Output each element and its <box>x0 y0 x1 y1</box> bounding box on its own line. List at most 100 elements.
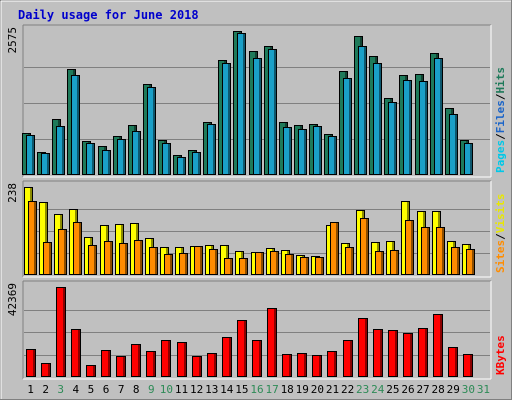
bar-sites-day-28 <box>436 227 445 275</box>
bar-fill <box>451 247 460 275</box>
x-tick-label-day-1: 1 <box>27 383 34 396</box>
axis-label-sites: Sites <box>494 240 507 273</box>
bar-shade <box>245 259 247 274</box>
x-tick-label-day-31: 31 <box>477 383 490 396</box>
bar-files-day-24 <box>373 63 382 175</box>
bar-fill <box>73 222 82 275</box>
bar-fill <box>28 201 37 275</box>
bar-shade <box>321 258 323 274</box>
bar-fill <box>237 33 246 175</box>
bar-shade <box>276 252 278 274</box>
bar-shade <box>34 202 36 274</box>
bar-fill <box>327 351 337 377</box>
bar-sites-day-24 <box>375 251 384 275</box>
bar-sites-day-16 <box>255 252 264 275</box>
bar-shade <box>215 250 217 274</box>
bar-fill <box>433 314 443 377</box>
bar-sites-day-30 <box>466 249 475 275</box>
bar-fill <box>41 153 50 175</box>
y-axis-max-label: 42369 <box>6 283 19 316</box>
bar-fill <box>26 135 35 175</box>
bar-shade <box>138 345 140 376</box>
bar-shade <box>110 242 112 274</box>
bar-shade <box>185 254 187 274</box>
bar-shade <box>440 59 442 174</box>
bar-shade <box>228 64 230 174</box>
bar-kbytes-day-10 <box>161 340 171 377</box>
panel-kbytes: 42369 KBytes <box>6 280 507 380</box>
bar-files-day-9 <box>147 87 156 175</box>
bar-kbytes-day-1 <box>26 349 36 377</box>
bar-files-day-21 <box>328 136 337 175</box>
bar-fill <box>449 114 458 175</box>
bar-fill <box>177 342 187 377</box>
x-tick-label-day-28: 28 <box>432 383 445 396</box>
bar-shade <box>409 81 411 174</box>
bar-kbytes-day-5 <box>86 365 96 377</box>
y-axis-series-label: Pages/Files/Hits <box>494 67 507 173</box>
axis-label-files: Files <box>494 100 507 133</box>
bar-sites-day-27 <box>421 227 430 275</box>
bar-fill <box>464 143 473 175</box>
chart-title: Daily usage for June 2018 <box>18 8 199 22</box>
bar-files-day-29 <box>449 114 458 175</box>
bar-fill <box>360 218 369 275</box>
x-tick-label-day-20: 20 <box>311 383 324 396</box>
bar-kbytes-day-18 <box>282 354 292 377</box>
bar-fill <box>268 49 277 175</box>
bar-kbytes-day-28 <box>433 314 443 377</box>
bar-fill <box>207 124 216 175</box>
bar-shade <box>48 364 50 376</box>
bar-fill <box>88 245 97 275</box>
panel-visits-sites: 238 Sites/Visits <box>6 180 507 278</box>
bar-shade <box>349 79 351 174</box>
bar-fill <box>41 363 51 377</box>
bar-shade <box>304 130 306 174</box>
bar-shade <box>259 59 261 174</box>
axis-label-kbytes: KBytes <box>494 335 507 375</box>
bar-fill <box>285 254 294 275</box>
bar-shade <box>395 331 397 376</box>
bar-sites-day-12 <box>194 246 203 275</box>
x-tick-label-day-21: 21 <box>326 383 339 396</box>
x-tick-label-day-16: 16 <box>250 383 263 396</box>
bar-sites-day-1 <box>28 201 37 275</box>
bar-fill <box>373 329 383 377</box>
bar-fill <box>104 241 113 275</box>
bar-shade <box>155 248 157 274</box>
bar-files-day-12 <box>192 152 201 175</box>
bar-kbytes-day-15 <box>237 320 247 377</box>
axis-label-separator: / <box>494 233 507 240</box>
bar-fill <box>313 126 322 175</box>
bar-shade <box>244 321 246 376</box>
x-tick-label-day-18: 18 <box>281 383 294 396</box>
bar-shade <box>380 330 382 376</box>
chart-panels: 2575Pages/Files/Hits238Sites/Visits42369… <box>6 24 507 380</box>
bar-fill <box>134 240 143 275</box>
bar-shade <box>63 288 65 376</box>
bar-fill <box>71 329 81 377</box>
bar-fill <box>373 63 382 175</box>
y-axis-max-label: 2575 <box>6 27 19 54</box>
bar-files-day-2 <box>41 153 50 175</box>
bar-fill <box>463 354 473 377</box>
x-tick-label-day-2: 2 <box>42 383 49 396</box>
axis-label-hits: Hits <box>494 67 507 94</box>
bar-sites-day-29 <box>451 247 460 275</box>
x-tick-label-day-24: 24 <box>371 383 385 396</box>
bar-shade <box>319 356 321 376</box>
x-tick-label-day-13: 13 <box>205 383 218 396</box>
bar-shade <box>200 247 202 274</box>
bar-shade <box>364 47 366 174</box>
bar-fill <box>224 258 233 275</box>
bar-fill <box>86 143 95 175</box>
bar-fill <box>192 356 202 377</box>
bar-sites-day-23 <box>360 218 369 275</box>
bar-kbytes-day-24 <box>373 329 383 377</box>
bar-shade <box>455 115 457 174</box>
bar-fill <box>282 354 292 377</box>
y-axis-series-label: KBytes <box>494 335 507 375</box>
bar-shade <box>94 246 96 274</box>
bar-kbytes-day-14 <box>222 337 232 377</box>
bar-fill <box>300 257 309 275</box>
